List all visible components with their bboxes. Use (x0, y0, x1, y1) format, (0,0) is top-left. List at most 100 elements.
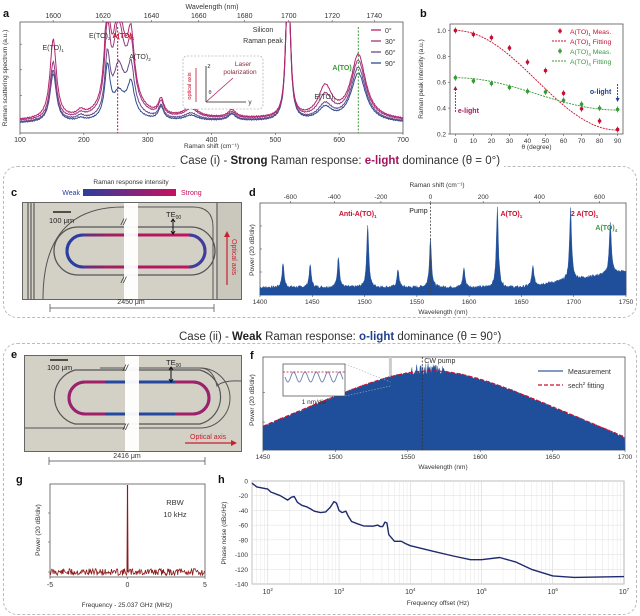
x-tick-label: 5 (203, 582, 207, 589)
panel-letter-b: b (420, 8, 427, 20)
fit-curve (455, 30, 618, 131)
data-point (453, 28, 458, 33)
x-tick-label: 1550 (401, 454, 416, 461)
x-tick-label: 200 (78, 137, 90, 144)
optical-axis-label: Optical axis (230, 239, 237, 276)
x-tick-label: 1650 (545, 454, 560, 461)
y-tick-label: 0.4 (437, 106, 446, 113)
legend-label: A(TO)1 Meas. (570, 29, 611, 37)
dimension-label: 2450 μm (117, 299, 145, 306)
panel-c-extras: Raman response intensity Weak Strong 2450 μ… (49, 179, 215, 312)
spectrum-60deg (19, 21, 404, 123)
rbw-value: 10 kHz (163, 510, 187, 519)
x-tick-label: 1450 (256, 454, 271, 461)
plot-frame (449, 23, 624, 135)
x-tick-label: 300 (142, 137, 154, 144)
olight-arrowhead (615, 98, 620, 102)
elight-label: e-light (458, 108, 480, 115)
panel-g: -5 0 5 Frequency - 25.037 GHz (MHz) Power (2… (35, 483, 207, 609)
inset-polarization-arrow (205, 77, 234, 103)
x-tick-label: 80 (596, 138, 604, 145)
case2-frame (3, 343, 637, 615)
peak-label: Pump (409, 208, 427, 215)
legend-label: Measurement (568, 369, 611, 376)
y-tick-label: -60 (239, 523, 249, 530)
x2-axis-label: Raman shift (cm⁻¹) (409, 182, 464, 189)
x-tick-label: 105 (476, 587, 487, 596)
y-tick-label: -40 (239, 508, 249, 515)
inset-oscillation (284, 371, 344, 383)
optical-axis-arrowhead (224, 231, 230, 237)
inset-optical-axis-label: optical axis (187, 72, 193, 99)
dimension-label: 2416 μm (113, 453, 141, 460)
peak-label: E(TO)2 (89, 33, 111, 41)
x-axis-label: Frequency offset (Hz) (407, 600, 469, 607)
y-axis-label: Raman peak intensity (a.u.) (418, 39, 425, 118)
case2-prefix: Case (ii) - (179, 331, 233, 343)
x2-tick-label: 1720 (324, 13, 340, 20)
data-point (489, 35, 494, 40)
case2-suffix: dominance (θ = 90°) (394, 331, 502, 343)
panel-h: 0 -20 -40 -60 -80 -100 -120 -140 102 103 104 105 106… (221, 479, 630, 608)
x2-tick-label: 400 (534, 194, 545, 201)
case1-strength: Strong (230, 155, 268, 167)
x2-tick-label: -400 (328, 194, 341, 201)
panel-letter-e: e (11, 349, 18, 361)
data-point (489, 81, 494, 86)
mode-arrowheads (170, 218, 176, 235)
peak-label: E(TO)7 (314, 94, 336, 102)
x-axis-label: Raman shift (cm⁻¹) (184, 143, 239, 150)
legend-label: sech2 fitting (568, 381, 604, 390)
panel-letter-d: d (249, 187, 256, 199)
colorbar-title: Raman response intensity (93, 179, 169, 186)
break-gap (125, 356, 139, 451)
x-tick-label: 106 (548, 587, 559, 596)
x-tick-label: 1600 (462, 299, 477, 306)
x2-tick-label: 1620 (95, 13, 111, 20)
x2-tick-label: 1680 (237, 13, 253, 20)
x-tick-label: 1450 (305, 299, 320, 306)
x-tick-label: 1700 (566, 299, 581, 306)
case1-light: e-light (364, 155, 400, 167)
x-tick-label: 1750 (619, 299, 634, 306)
racetrack-e-strong-section (67, 380, 105, 416)
outer-waveguide (42, 206, 214, 299)
case2-middle: Raman response: (261, 331, 360, 343)
inset-scale-label: 1 nm/div (302, 399, 327, 406)
chip-e-drawing: // // 100 μm TE00 Optical axis (25, 356, 241, 451)
mode-label: TE00 (166, 210, 181, 221)
optical-axis-label: Optical axis (190, 434, 227, 441)
y-axis-label: Raman scattering spectrum (a.u.) (2, 30, 9, 126)
peak-label: E(TO)1 (42, 45, 64, 53)
break-gap (124, 203, 138, 299)
peak-label: A(TO)2 (129, 54, 151, 62)
elight-arrowhead (453, 86, 458, 90)
colorbar (83, 189, 176, 196)
chip-image-c: // // 100 μm TE00 Optical axis (22, 202, 242, 300)
y-tick-label: 0.8 (437, 54, 446, 61)
mode-label: TE00 (166, 358, 181, 369)
spectrum-90deg (20, 21, 404, 124)
x2-tick-label: 1740 (366, 13, 382, 20)
x-tick-label: -5 (47, 582, 53, 589)
legend-label: 60° (385, 49, 396, 57)
panel-b: 0 10 20 30 40 50 60 70 80 90 0.2 0.4 0.6 0.8 1.0 θ (deg… (418, 23, 624, 151)
mode-arrowheads (168, 366, 174, 383)
x-axis-label: Wavelength (nm) (418, 464, 467, 471)
x-tick-label: 1650 (514, 299, 529, 306)
data-point (543, 68, 548, 73)
x-tick-label: 20 (488, 138, 496, 145)
y-axis-label: Power (20 dB/div) (35, 504, 42, 556)
colorbar-strong-label: Strong (181, 190, 202, 197)
data-point (507, 46, 512, 50)
bus-waveguide-e-exit (199, 367, 241, 387)
x-tick-label: 50 (542, 138, 550, 145)
peak-label: A(TO)4 (595, 225, 617, 233)
peak-label: Raman peak (243, 38, 283, 45)
x2-tick-label: 1660 (191, 13, 207, 20)
peak-label: A(TO)1 (112, 33, 134, 41)
x-axis-label: Frequency - 25.037 GHz (MHz) (82, 602, 173, 609)
x-tick-label: 1500 (357, 299, 372, 306)
data-point (615, 107, 620, 112)
